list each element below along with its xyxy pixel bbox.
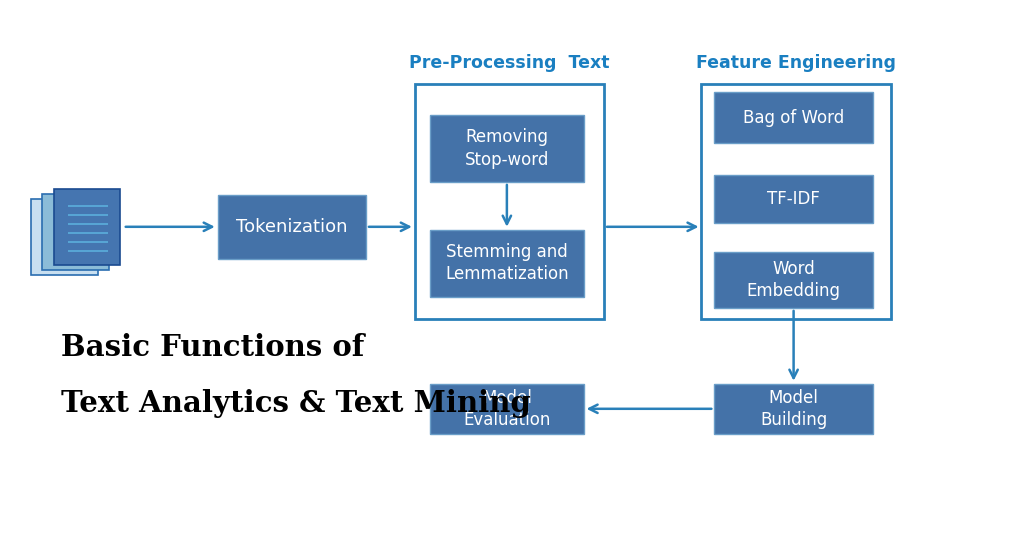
FancyBboxPatch shape — [32, 199, 98, 275]
Text: Bag of Word: Bag of Word — [743, 109, 844, 127]
Text: Pre-Processing  Text: Pre-Processing Text — [410, 54, 609, 72]
FancyBboxPatch shape — [715, 252, 872, 308]
Text: Feature Engineering: Feature Engineering — [696, 54, 896, 72]
FancyBboxPatch shape — [430, 115, 584, 182]
Text: Removing
Stop-word: Removing Stop-word — [465, 128, 549, 169]
Text: Basic Functions of: Basic Functions of — [61, 333, 365, 362]
FancyBboxPatch shape — [430, 230, 584, 297]
FancyBboxPatch shape — [715, 384, 872, 434]
Text: Word
Embedding: Word Embedding — [746, 260, 841, 300]
FancyBboxPatch shape — [701, 84, 891, 319]
FancyBboxPatch shape — [715, 92, 872, 143]
FancyBboxPatch shape — [415, 84, 604, 319]
FancyBboxPatch shape — [430, 384, 584, 434]
Text: Text Analytics & Text Mining: Text Analytics & Text Mining — [61, 389, 531, 418]
FancyBboxPatch shape — [43, 194, 110, 270]
Text: Tokenization: Tokenization — [237, 218, 347, 236]
FancyBboxPatch shape — [54, 189, 121, 265]
Text: Model
Evaluation: Model Evaluation — [463, 389, 551, 429]
FancyBboxPatch shape — [715, 175, 872, 222]
Text: TF-IDF: TF-IDF — [767, 190, 820, 208]
FancyBboxPatch shape — [217, 195, 366, 259]
Text: Model
Building: Model Building — [760, 389, 827, 429]
Text: Stemming and
Lemmatization: Stemming and Lemmatization — [445, 243, 568, 283]
